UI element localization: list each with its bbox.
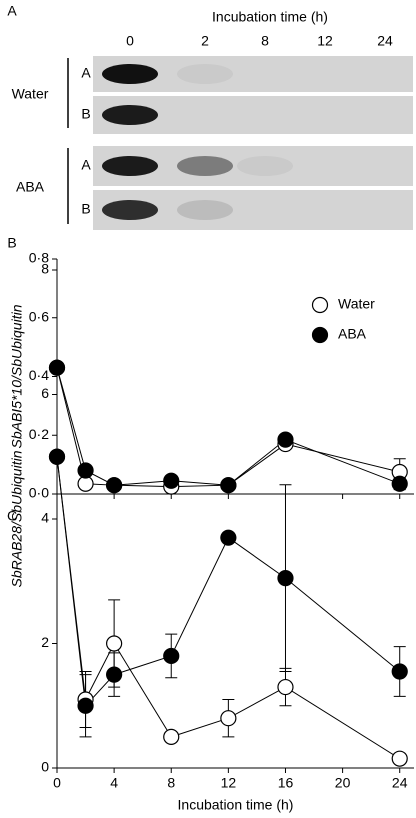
- x-tick-label: 12: [221, 775, 237, 791]
- legend-label: ABA: [338, 326, 367, 342]
- row-label: A: [81, 157, 91, 173]
- data-point: [220, 710, 237, 727]
- y-tick-label: 6: [41, 385, 49, 401]
- data-point: [277, 570, 294, 587]
- panel-label: B: [7, 235, 16, 251]
- y-tick-label: 0·4: [29, 367, 49, 383]
- group-label: ABA: [16, 179, 45, 195]
- y-tick-label: 0·8: [29, 250, 49, 266]
- x-tick-label: 24: [392, 775, 408, 791]
- x-tick-label: 4: [110, 775, 118, 791]
- data-point: [106, 635, 123, 652]
- y-tick-label: 4: [41, 510, 49, 526]
- x-tick-label: 0: [53, 775, 61, 791]
- row-label: B: [81, 106, 90, 122]
- blot-band: [102, 105, 158, 125]
- blot-band: [177, 156, 233, 176]
- x-tick-label: 8: [167, 775, 175, 791]
- data-point: [48, 448, 66, 465]
- blot-title: Incubation time (h): [212, 9, 328, 25]
- y-tick-label: 2: [41, 634, 49, 650]
- data-point: [106, 666, 123, 683]
- data-point: [163, 472, 180, 489]
- blot-band: [177, 64, 233, 84]
- blot-band: [102, 200, 158, 220]
- blot-band: [102, 156, 158, 176]
- data-point: [77, 462, 94, 479]
- x-axis-label: Incubation time (h): [178, 797, 294, 813]
- x-tick-label: 20: [335, 775, 351, 791]
- blot-band: [102, 64, 158, 84]
- column-label: 2: [201, 33, 209, 49]
- row-label: A: [81, 65, 91, 81]
- x-tick-label: 16: [278, 775, 294, 791]
- column-label: 8: [261, 33, 269, 49]
- y-tick-label: 0·0: [29, 485, 49, 501]
- column-label: 0: [126, 33, 134, 49]
- series-line: [56, 367, 400, 488]
- y-tick-label: 0: [41, 759, 49, 775]
- row-label: B: [81, 201, 90, 217]
- y-tick-label: 0·6: [29, 308, 49, 324]
- data-point: [106, 477, 123, 494]
- data-point: [391, 475, 408, 492]
- y-axis-label: SbABI5*10/SbUbiquitin: [9, 304, 25, 448]
- series-line: [56, 367, 400, 486]
- data-point: [391, 750, 408, 767]
- data-point: [163, 728, 180, 745]
- data-point: [220, 477, 237, 494]
- column-label: 12: [317, 33, 333, 49]
- data-point: [391, 663, 408, 680]
- blot-band: [177, 200, 233, 220]
- y-axis-label: SbRAB28/SbUbiquitin: [9, 450, 25, 587]
- data-point: [163, 647, 180, 665]
- column-label: 24: [377, 33, 393, 49]
- data-point: [220, 529, 237, 546]
- panel-label: C: [7, 508, 17, 524]
- y-tick-label: 8: [41, 261, 49, 277]
- legend-marker: [311, 296, 329, 314]
- group-label: Water: [12, 86, 49, 102]
- blot-band: [237, 156, 293, 176]
- legend-marker: [311, 326, 329, 344]
- data-point: [277, 678, 294, 696]
- legend-label: Water: [338, 296, 375, 312]
- panel-label: A: [7, 3, 17, 19]
- y-tick-label: 0·2: [29, 426, 49, 442]
- data-point: [77, 697, 94, 714]
- data-point: [277, 431, 294, 448]
